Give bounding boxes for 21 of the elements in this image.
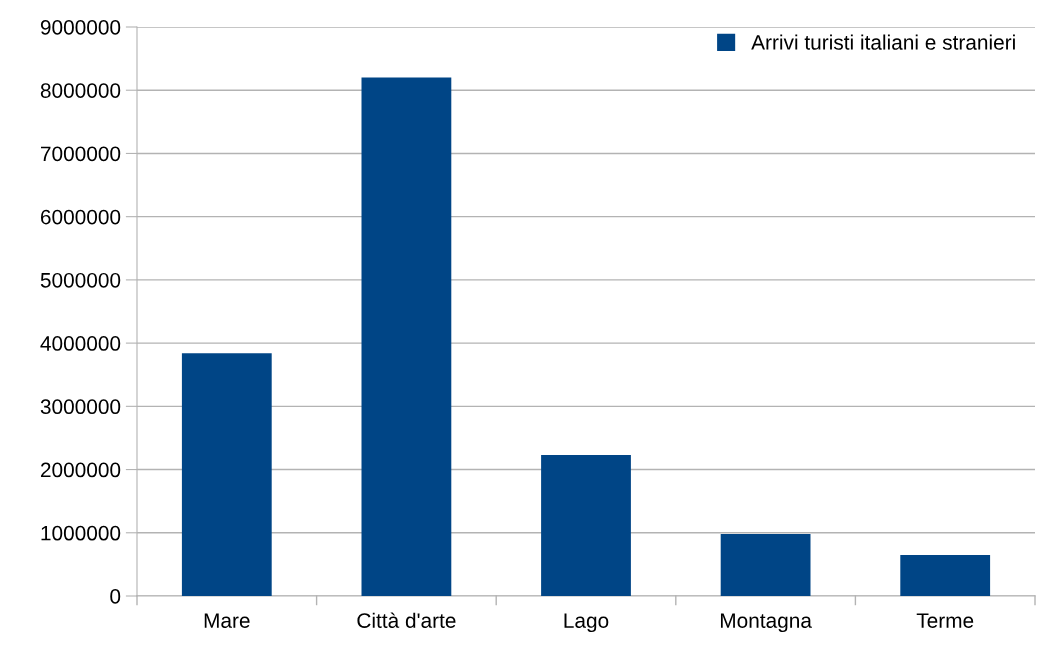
bar — [720, 534, 811, 596]
x-tick-label: Terme — [916, 613, 974, 628]
bar — [900, 554, 991, 596]
y-tick-label: 8000000 — [40, 83, 121, 98]
x-tick-label: Mare — [204, 613, 250, 628]
y-tick-label: 6000000 — [40, 209, 121, 225]
bar — [541, 455, 631, 596]
y-tick-label: 3000000 — [40, 399, 121, 415]
legend-label: Arrivi turisti italiani e stranieri — [751, 34, 1015, 50]
bar — [181, 353, 272, 596]
y-tick-label: 4000000 — [40, 336, 121, 351]
bar — [361, 77, 452, 596]
y-tick-label: 7000000 — [41, 146, 121, 162]
y-tick-label: 5000000 — [40, 272, 121, 288]
y-tick-label: 9000000 — [40, 20, 121, 35]
y-tick-label: 1000000 — [41, 525, 121, 541]
y-tick-label: 0 — [110, 589, 121, 604]
x-tick-label: Lago — [564, 613, 609, 633]
x-tick-label: Montagna — [720, 613, 812, 633]
y-tick-label: 2000000 — [40, 462, 121, 478]
x-tick-label: Città d'arte — [357, 612, 456, 628]
